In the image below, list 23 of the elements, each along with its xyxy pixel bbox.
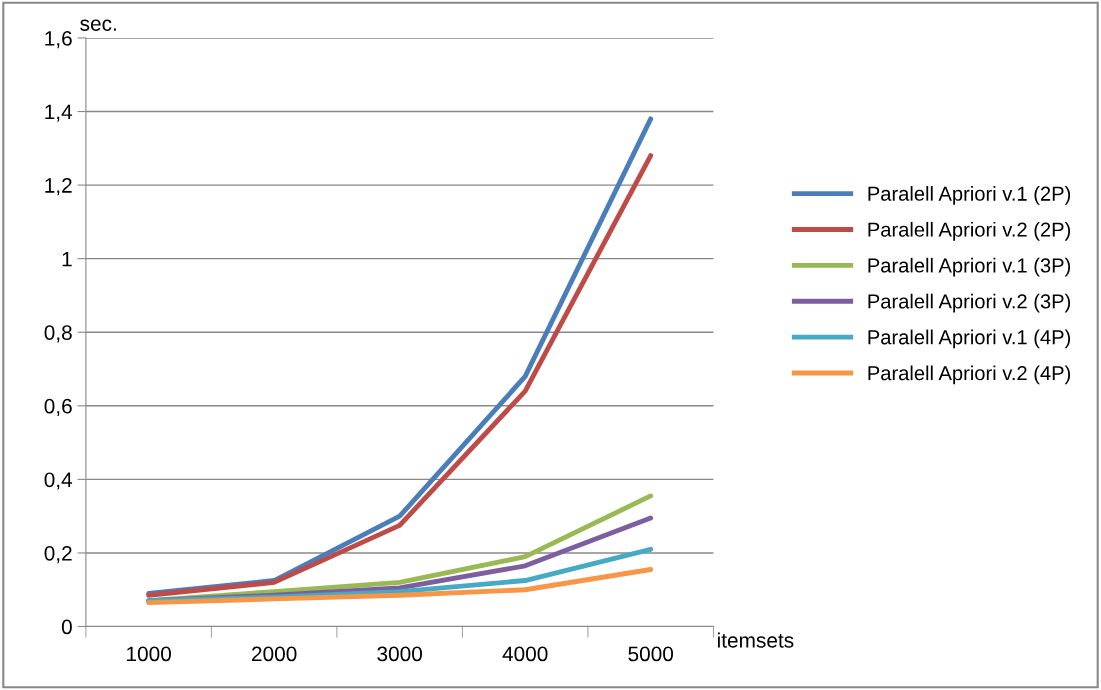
y-tick-label: 0,6 — [44, 398, 72, 417]
x-tick-label: 1000 — [127, 646, 171, 662]
line-series — [146, 567, 654, 606]
legend-label: Paralell Apriori v.2 (3P) — [868, 293, 1071, 313]
x-tick-label: 2000 — [252, 646, 297, 662]
y-tick-label: 0,4 — [44, 472, 73, 490]
y-tick-label: 1,4 — [45, 104, 73, 122]
legend-label: Paralell Apriori v.2 (2P) — [868, 221, 1071, 241]
x-axis-title: itemsets — [717, 632, 794, 648]
y-tick-label: 1,2 — [45, 178, 72, 196]
legend-label: Paralell Apriori v.1 (3P) — [868, 257, 1071, 277]
y-tick-label: 1,6 — [45, 30, 72, 49]
y-axis-title: sec. — [80, 19, 116, 31]
x-tick-label: 5000 — [628, 646, 674, 662]
legend-label: Paralell Apriori v.1 (4P) — [868, 329, 1071, 349]
legend-label: Paralell Apriori v.1 (2P) — [868, 186, 1071, 205]
x-tick-label: 3000 — [377, 646, 423, 662]
y-tick-label: 1 — [62, 251, 72, 267]
y-tick-label: 0,2 — [44, 545, 72, 564]
y-tick-label: 0,8 — [44, 325, 72, 343]
x-tick-label: 4000 — [502, 646, 548, 662]
legend-label: Paralell Apriori v.2 (4P) — [868, 365, 1071, 385]
y-tick-label: 0 — [61, 619, 72, 635]
